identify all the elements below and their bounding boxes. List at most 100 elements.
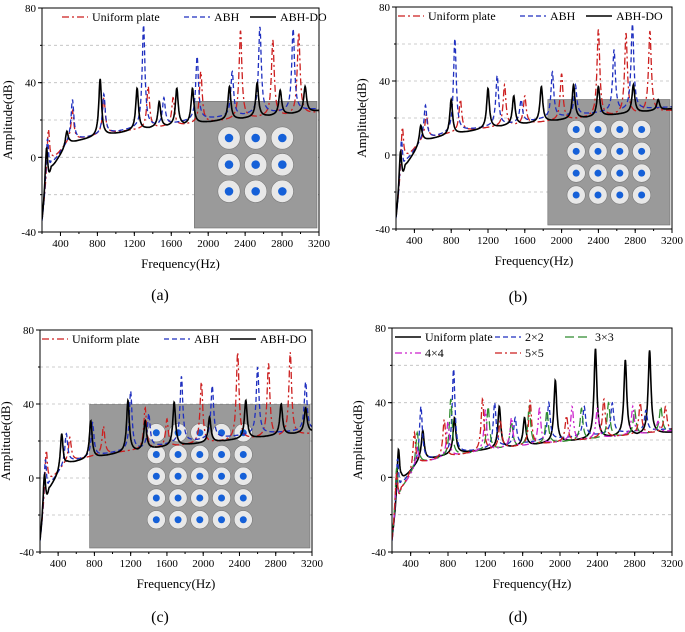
- series-line-0: [40, 352, 312, 539]
- y-tick-label: 40: [379, 76, 391, 88]
- damping-dot: [239, 516, 247, 524]
- y-axis-label: Amplitude(dB): [0, 80, 15, 159]
- x-tick-label: 400: [406, 235, 423, 247]
- damping-dot: [152, 494, 160, 502]
- damping-dot: [224, 187, 234, 196]
- x-tick-label: 800: [443, 235, 460, 247]
- y-tick-label: 80: [379, 2, 391, 14]
- legend-entry: ABH-DO: [616, 9, 663, 23]
- x-tick-label: 800: [440, 558, 457, 570]
- y-tick-label: -40: [19, 547, 34, 559]
- y-tick-label: -40: [371, 547, 386, 559]
- damping-dot: [616, 126, 624, 134]
- damping-dot: [218, 494, 226, 502]
- damping-dot: [251, 133, 260, 143]
- damping-dot: [572, 191, 580, 199]
- y-axis-label: Amplitude(dB): [354, 78, 369, 157]
- panel-caption: (c): [151, 609, 169, 626]
- y-tick-label: 40: [23, 399, 35, 411]
- damping-dot: [251, 160, 260, 169]
- damping-dot: [616, 191, 624, 199]
- damping-dot: [196, 494, 204, 502]
- x-tick-label: 400: [402, 558, 419, 570]
- legend-entry: Uniform plate: [92, 10, 160, 24]
- series-line-1: [42, 24, 319, 221]
- damping-dot: [594, 147, 602, 155]
- series-group: [396, 23, 672, 219]
- damping-dot: [638, 147, 646, 155]
- inset-plate-photo: [547, 99, 671, 226]
- y-tick-label: 80: [23, 325, 35, 337]
- damping-dot: [616, 147, 624, 155]
- y-tick-label: -40: [375, 224, 390, 236]
- series-line-0: [392, 348, 672, 539]
- series-group: [392, 348, 672, 541]
- legend-entry: ABH: [214, 10, 240, 24]
- damping-dot: [196, 451, 204, 458]
- series-line-2: [40, 397, 312, 540]
- damping-dot: [278, 187, 287, 196]
- damping-dot: [174, 494, 182, 502]
- damping-dot: [638, 191, 646, 199]
- series-line-2: [396, 82, 672, 217]
- damping-dot: [174, 516, 182, 524]
- legend-entry: 4×4: [425, 346, 444, 360]
- damping-dot: [616, 169, 624, 177]
- x-tick-label: 400: [50, 558, 67, 570]
- y-tick-label: 0: [29, 473, 35, 485]
- y-tick-label: 40: [375, 398, 387, 410]
- x-tick-label: 1200: [123, 238, 146, 250]
- inset-plate-photo: [89, 404, 311, 549]
- damping-dot: [278, 133, 287, 143]
- damping-dot: [174, 451, 182, 458]
- series-line-4: [392, 397, 672, 540]
- damping-dot: [152, 472, 160, 480]
- damping-dot: [638, 126, 646, 134]
- chart-panel-c: 400 800 1200 1600 2000 2400 2800 3200 -40 0 40 80 Fr…: [0, 325, 324, 626]
- damping-dot: [594, 126, 602, 134]
- x-axis-label: Frequency(Hz): [493, 576, 572, 591]
- damping-dot: [239, 472, 247, 480]
- damping-dot: [278, 160, 287, 169]
- x-tick-label: 800: [86, 558, 103, 570]
- damping-dot: [239, 451, 247, 458]
- x-tick-label: 2400: [234, 238, 257, 250]
- damping-dot: [196, 516, 204, 524]
- damping-dot: [218, 451, 226, 458]
- damping-dot: [152, 516, 160, 524]
- damping-dot: [152, 451, 160, 458]
- x-tick-label: 2800: [265, 558, 288, 570]
- x-tick-label: 2400: [587, 235, 610, 247]
- x-tick-label: 3200: [308, 238, 331, 250]
- series-group: [42, 24, 319, 221]
- series-group: [40, 352, 312, 542]
- x-tick-label: 1200: [120, 558, 143, 570]
- y-tick-label: 80: [375, 323, 387, 335]
- x-tick-label: 2000: [197, 238, 220, 250]
- inset-plate-photo: [194, 101, 318, 229]
- x-tick-label: 1200: [477, 235, 500, 247]
- damping-dot: [224, 160, 234, 169]
- x-tick-label: 1600: [160, 238, 183, 250]
- damping-dot: [572, 169, 580, 177]
- series-line-1: [392, 369, 672, 541]
- y-tick-label: 0: [385, 150, 391, 162]
- legend-entry: Uniform plate: [428, 9, 496, 23]
- damping-dot: [572, 147, 580, 155]
- x-axis-label: Frequency(Hz): [137, 576, 216, 591]
- inset-background: [547, 99, 671, 226]
- damping-dot: [152, 429, 160, 437]
- y-tick-label: 0: [381, 472, 387, 484]
- x-tick-label: 1600: [512, 558, 535, 570]
- legend-entry: Uniform plate: [72, 332, 140, 346]
- x-tick-label: 2000: [192, 558, 215, 570]
- damping-dot: [218, 472, 226, 480]
- x-tick-label: 2400: [586, 558, 609, 570]
- legend-entry: ABH-DO: [280, 10, 327, 24]
- series-line-2: [42, 78, 319, 220]
- damping-dot: [638, 169, 646, 177]
- x-tick-label: 400: [52, 238, 69, 250]
- damping-dot: [251, 187, 260, 196]
- x-tick-label: 3200: [301, 558, 324, 570]
